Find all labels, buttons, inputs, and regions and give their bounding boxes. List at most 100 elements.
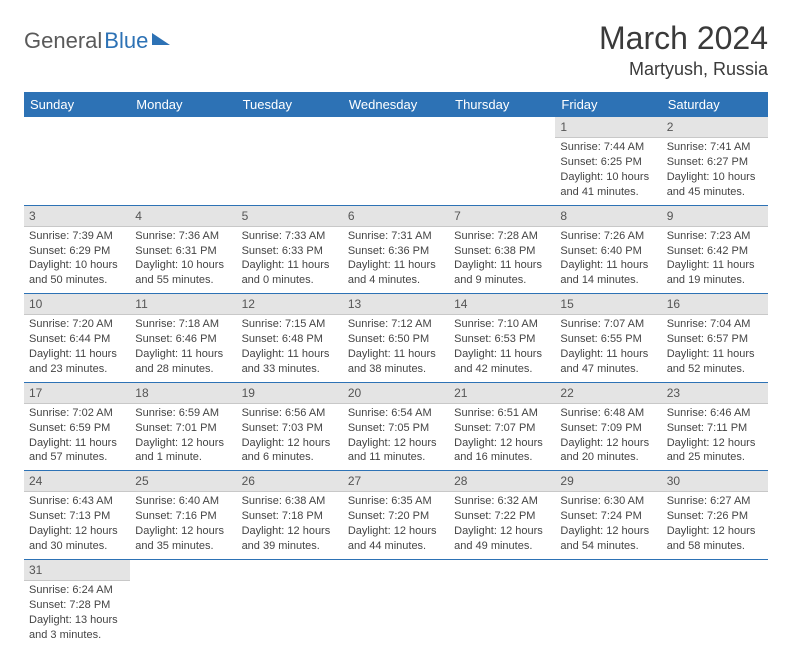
daylight-text: Daylight: 11 hours and 4 minutes. — [348, 258, 444, 288]
daylight-text: Daylight: 11 hours and 47 minutes. — [560, 347, 656, 377]
daylight-text: Daylight: 12 hours and 58 minutes. — [667, 524, 763, 554]
day-number: 29 — [555, 471, 661, 492]
daylight-text: Daylight: 12 hours and 20 minutes. — [560, 436, 656, 466]
daylight-text: Daylight: 11 hours and 52 minutes. — [667, 347, 763, 377]
calendar-day-cell: 22Sunrise: 6:48 AMSunset: 7:09 PMDayligh… — [555, 382, 661, 471]
sunset-text: Sunset: 7:13 PM — [29, 509, 125, 524]
sunset-text: Sunset: 6:25 PM — [560, 155, 656, 170]
day-number: 11 — [130, 294, 236, 315]
calendar-day-cell — [449, 117, 555, 205]
daylight-text: Daylight: 11 hours and 19 minutes. — [667, 258, 763, 288]
calendar-day-cell: 7Sunrise: 7:28 AMSunset: 6:38 PMDaylight… — [449, 205, 555, 294]
sunrise-text: Sunrise: 6:35 AM — [348, 494, 444, 509]
sunset-text: Sunset: 7:28 PM — [29, 598, 125, 613]
sunset-text: Sunset: 7:09 PM — [560, 421, 656, 436]
daylight-text: Daylight: 11 hours and 14 minutes. — [560, 258, 656, 288]
day-number: 13 — [343, 294, 449, 315]
daylight-text: Daylight: 12 hours and 49 minutes. — [454, 524, 550, 554]
calendar-day-cell — [130, 559, 236, 647]
day-number: 4 — [130, 206, 236, 227]
sunrise-text: Sunrise: 7:23 AM — [667, 229, 763, 244]
day-number: 2 — [662, 117, 768, 138]
calendar-day-cell: 25Sunrise: 6:40 AMSunset: 7:16 PMDayligh… — [130, 471, 236, 560]
sunset-text: Sunset: 6:48 PM — [242, 332, 338, 347]
calendar-day-cell: 24Sunrise: 6:43 AMSunset: 7:13 PMDayligh… — [24, 471, 130, 560]
day-number: 30 — [662, 471, 768, 492]
calendar-day-cell: 26Sunrise: 6:38 AMSunset: 7:18 PMDayligh… — [237, 471, 343, 560]
sunrise-text: Sunrise: 7:36 AM — [135, 229, 231, 244]
calendar-day-cell: 30Sunrise: 6:27 AMSunset: 7:26 PMDayligh… — [662, 471, 768, 560]
calendar-day-cell — [237, 559, 343, 647]
weekday-header: Sunday — [24, 92, 130, 117]
day-number: 5 — [237, 206, 343, 227]
sunset-text: Sunset: 6:29 PM — [29, 244, 125, 259]
calendar-day-cell: 12 Sunrise: 7:15 AMSunset: 6:48 PMDayligh… — [237, 294, 343, 383]
sunset-text: Sunset: 7:01 PM — [135, 421, 231, 436]
sunrise-text: Sunrise: 7:31 AM — [348, 229, 444, 244]
day-number: 15 — [555, 294, 661, 315]
weekday-header-row: SundayMondayTuesdayWednesdayThursdayFrid… — [24, 92, 768, 117]
daylight-text: Daylight: 13 hours and 3 minutes. — [29, 613, 125, 643]
sunset-text: Sunset: 7:20 PM — [348, 509, 444, 524]
calendar-day-cell — [237, 117, 343, 205]
daylight-text: Daylight: 12 hours and 39 minutes. — [242, 524, 338, 554]
sunrise-text: Sunrise: 6:40 AM — [135, 494, 231, 509]
daylight-text: Daylight: 11 hours and 42 minutes. — [454, 347, 550, 377]
sunrise-text: Sunrise: 6:43 AM — [29, 494, 125, 509]
day-number: 16 — [662, 294, 768, 315]
calendar-day-cell: 6Sunrise: 7:31 AMSunset: 6:36 PMDaylight… — [343, 205, 449, 294]
month-title: March 2024 — [599, 20, 768, 57]
day-number: 28 — [449, 471, 555, 492]
calendar-day-cell: 13Sunrise: 7:12 AMSunset: 6:50 PMDayligh… — [343, 294, 449, 383]
logo: General Blue — [24, 28, 170, 54]
calendar-day-cell — [24, 117, 130, 205]
daylight-text: Daylight: 12 hours and 44 minutes. — [348, 524, 444, 554]
daylight-text: Daylight: 12 hours and 11 minutes. — [348, 436, 444, 466]
sunset-text: Sunset: 6:27 PM — [667, 155, 763, 170]
sunrise-text: Sunrise: 7:15 AM — [242, 317, 338, 332]
sunrise-text: Sunrise: 7:39 AM — [29, 229, 125, 244]
sunrise-text: Sunrise: 6:32 AM — [454, 494, 550, 509]
header: General Blue March 2024 Martyush, Russia — [24, 20, 768, 80]
calendar-week-row: 17Sunrise: 7:02 AMSunset: 6:59 PMDayligh… — [24, 382, 768, 471]
sunset-text: Sunset: 6:53 PM — [454, 332, 550, 347]
sunrise-text: Sunrise: 6:30 AM — [560, 494, 656, 509]
day-number: 9 — [662, 206, 768, 227]
day-number: 3 — [24, 206, 130, 227]
calendar-day-cell: 29 Sunrise: 6:30 AMSunset: 7:24 PMDayligh… — [555, 471, 661, 560]
sunrise-text: Sunrise: 7:02 AM — [29, 406, 125, 421]
daylight-text: Daylight: 12 hours and 54 minutes. — [560, 524, 656, 554]
sunset-text: Sunset: 7:24 PM — [560, 509, 656, 524]
day-number: 19 — [237, 383, 343, 404]
calendar-day-cell — [662, 559, 768, 647]
day-number: 8 — [555, 206, 661, 227]
location-label: Martyush, Russia — [599, 59, 768, 80]
sunrise-text: Sunrise: 6:38 AM — [242, 494, 338, 509]
sunset-text: Sunset: 7:03 PM — [242, 421, 338, 436]
sunrise-text: Sunrise: 7:07 AM — [560, 317, 656, 332]
calendar-day-cell: 9Sunrise: 7:23 AMSunset: 6:42 PMDaylight… — [662, 205, 768, 294]
calendar-day-cell: 3Sunrise: 7:39 AMSunset: 6:29 PMDaylight… — [24, 205, 130, 294]
day-number: 12 — [237, 294, 343, 315]
day-number: 6 — [343, 206, 449, 227]
daylight-text: Daylight: 11 hours and 33 minutes. — [242, 347, 338, 377]
sunrise-text: Sunrise: 7:33 AM — [242, 229, 338, 244]
calendar-table: SundayMondayTuesdayWednesdayThursdayFrid… — [24, 92, 768, 647]
day-number: 14 — [449, 294, 555, 315]
day-number: 18 — [130, 383, 236, 404]
day-number: 22 — [555, 383, 661, 404]
sunrise-text: Sunrise: 6:24 AM — [29, 583, 125, 598]
day-number: 25 — [130, 471, 236, 492]
logo-flag-icon — [152, 33, 170, 45]
sunset-text: Sunset: 7:18 PM — [242, 509, 338, 524]
sunrise-text: Sunrise: 7:44 AM — [560, 140, 656, 155]
calendar-day-cell: 1Sunrise: 7:44 AMSunset: 6:25 PMDaylight… — [555, 117, 661, 205]
calendar-week-row: 1Sunrise: 7:44 AMSunset: 6:25 PMDaylight… — [24, 117, 768, 205]
day-number: 7 — [449, 206, 555, 227]
calendar-day-cell: 15Sunrise: 7:07 AMSunset: 6:55 PMDayligh… — [555, 294, 661, 383]
calendar-day-cell: 14Sunrise: 7:10 AMSunset: 6:53 PMDayligh… — [449, 294, 555, 383]
weekday-header: Monday — [130, 92, 236, 117]
daylight-text: Daylight: 11 hours and 28 minutes. — [135, 347, 231, 377]
sunset-text: Sunset: 6:46 PM — [135, 332, 231, 347]
calendar-day-cell: 31Sunrise: 6:24 AMSunset: 7:28 PMDayligh… — [24, 559, 130, 647]
